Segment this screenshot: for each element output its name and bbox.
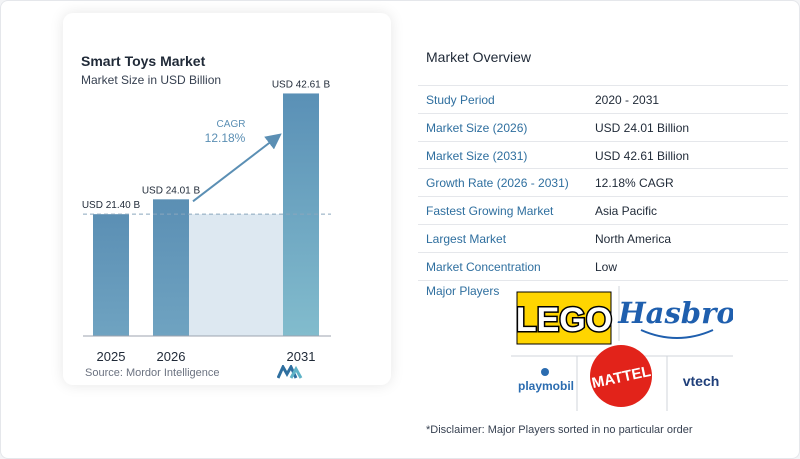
row-value: North America: [595, 231, 672, 246]
svg-text:LEGO: LEGO: [516, 301, 612, 339]
bar-2031: [283, 93, 319, 337]
data-label-2025: USD 21.40 B: [82, 200, 141, 211]
overview-table: Study Period 2020 - 2031 Market Size (20…: [418, 85, 788, 281]
svg-text:Hasbro: Hasbro: [617, 296, 733, 330]
hasbro-logo-icon: Hasbro: [617, 296, 733, 339]
bar-2025: [93, 214, 129, 336]
chart-card: Smart Toys Market Market Size in USD Bil…: [63, 13, 391, 385]
disclaimer-text: *Disclaimer: Major Players sorted in no …: [426, 424, 693, 436]
overview-row-market-size-2026: Market Size (2026) USD 24.01 Billion: [418, 114, 788, 142]
overview-row-largest-market: Largest Market North America: [418, 225, 788, 253]
bar-2026: [153, 199, 189, 336]
overview-row-market-size-2031: Market Size (2031) USD 42.61 Billion: [418, 142, 788, 170]
data-label-2026: USD 24.01 B: [142, 185, 201, 196]
vtech-logo-icon: vtech: [683, 373, 720, 389]
row-label: Market Size (2031): [426, 148, 528, 163]
major-players-label: Major Players: [426, 284, 500, 298]
row-label: Study Period: [426, 93, 495, 107]
overview-row-study-period: Study Period 2020 - 2031: [418, 85, 788, 114]
cagr-label: CAGR: [217, 119, 246, 130]
row-label: Fastest Growing Market: [426, 204, 554, 219]
row-label: Largest Market: [426, 231, 507, 246]
lego-logo-icon: LEGO LEGO: [514, 291, 614, 345]
source-text: Source: Mordor Intelligence: [85, 367, 220, 379]
overview-row-fastest-growing: Fastest Growing Market Asia Pacific: [418, 197, 788, 225]
row-label: Market Concentration: [426, 259, 541, 274]
svg-text:vtech: vtech: [683, 373, 720, 389]
growth-region: [189, 214, 283, 336]
bar-chart: USD 21.40 B 2025 USD 24.01 B 2026 USD 42.61 …: [82, 79, 331, 364]
mordor-logo-icon: [277, 365, 303, 379]
data-label-2031: USD 42.61 B: [272, 79, 331, 90]
svg-text:playmobil: playmobil: [518, 379, 574, 393]
row-value: USD 42.61 Billion: [595, 148, 690, 163]
playmobil-logo-icon: playmobil: [518, 368, 574, 393]
overview-row-concentration: Market Concentration Low: [418, 253, 788, 281]
cagr-value: 12.18%: [205, 131, 246, 145]
row-value: 12.18% CAGR: [595, 176, 674, 191]
mattel-logo-icon: MATTEL: [590, 345, 652, 407]
overview-title: Market Overview: [426, 49, 532, 65]
row-value: Asia Pacific: [595, 204, 658, 219]
overview-row-growth-rate: Growth Rate (2026 - 2031) 12.18% CAGR: [418, 169, 788, 198]
svg-text:LEGO: LEGO: [516, 301, 612, 339]
major-players-logos: LEGO LEGO Hasbro MATTEL playmobil vtech: [511, 286, 733, 411]
chart-title: Smart Toys Market: [81, 53, 206, 69]
row-value: Low: [595, 259, 618, 274]
x-tick-label-2031: 2031: [287, 349, 316, 364]
row-label: Market Size (2026): [426, 120, 528, 135]
row-value: 2020 - 2031: [595, 93, 660, 107]
chart-subtitle: Market Size in USD Billion: [81, 73, 222, 87]
x-tick-label-2025: 2025: [97, 349, 126, 364]
row-label: Growth Rate (2026 - 2031): [426, 176, 569, 191]
row-value: USD 24.01 Billion: [595, 120, 690, 135]
growth-arrow: [192, 133, 282, 203]
x-tick-label-2026: 2026: [157, 349, 186, 364]
